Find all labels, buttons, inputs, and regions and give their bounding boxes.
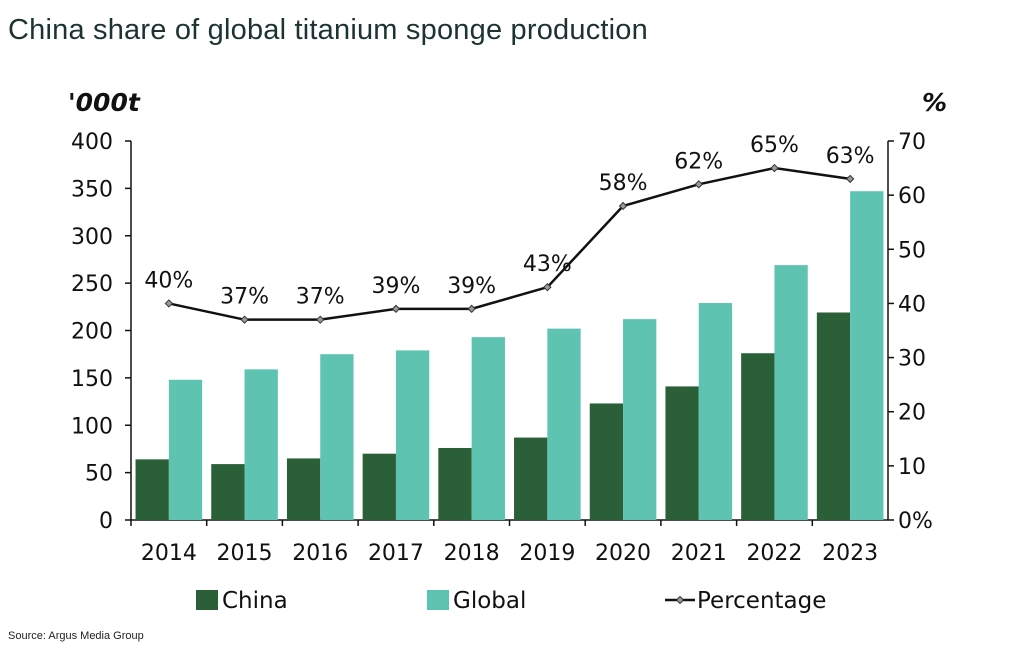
percentage-label: 43% — [523, 252, 572, 277]
percentage-point — [316, 315, 325, 324]
percentage-label: 37% — [296, 285, 345, 310]
bar-china-2015 — [211, 464, 245, 520]
left-tick-label: 250 — [71, 272, 113, 297]
x-tick-label: 2020 — [595, 541, 651, 566]
percentage-point — [240, 315, 249, 324]
bar-global-2018 — [471, 337, 505, 520]
left-axis-label: '000t — [68, 88, 141, 117]
bar-china-2019 — [514, 437, 548, 520]
percentage-label: 39% — [447, 274, 496, 299]
left-tick-label: 0 — [99, 509, 113, 534]
right-tick-label: 60 — [898, 184, 926, 209]
bar-china-2022 — [741, 353, 775, 520]
x-tick-label: 2022 — [746, 541, 802, 566]
percentage-point — [694, 180, 703, 189]
bar-global-2021 — [698, 303, 733, 520]
right-tick-label: 0% — [898, 509, 933, 534]
percentage-label: 40% — [144, 268, 193, 293]
right-tick-label: 10 — [898, 455, 926, 480]
x-tick-label: 2014 — [141, 541, 197, 566]
legend-label-china: China — [222, 588, 288, 614]
percentage-line — [168, 166, 851, 321]
bar-global-2022 — [774, 265, 808, 520]
percentage-label: 58% — [599, 171, 648, 196]
right-tick-label: 70 — [898, 130, 926, 155]
bar-global-2019 — [547, 328, 581, 520]
x-tick-label: 2023 — [822, 541, 878, 566]
x-tick-label: 2019 — [519, 541, 575, 566]
bar-global-2020 — [623, 319, 657, 520]
left-tick-label: 300 — [71, 225, 113, 250]
bar-global-2016 — [320, 354, 354, 520]
percentage-point — [618, 201, 628, 211]
chart-title: China share of global titanium sponge pr… — [8, 14, 648, 46]
percentage-label: 63% — [826, 144, 875, 169]
percentage-label: 62% — [674, 149, 723, 174]
bar-global-2014 — [168, 379, 203, 520]
bar-global-2015 — [244, 369, 278, 520]
percentage-point — [770, 163, 779, 173]
bar-china-2017 — [362, 453, 396, 520]
left-tick-label: 100 — [71, 414, 113, 439]
right-axis-label: % — [922, 88, 947, 117]
bar-china-2020 — [589, 403, 624, 520]
source-note: Source: Argus Media Group — [8, 630, 144, 642]
x-tick-label: 2018 — [444, 541, 500, 566]
legend-swatch-global — [427, 590, 449, 610]
right-tick-label: 40 — [898, 292, 926, 317]
left-tick-label: 200 — [71, 320, 113, 345]
x-tick-label: 2016 — [292, 541, 348, 566]
left-tick-label: 400 — [71, 130, 113, 155]
percentage-point — [391, 304, 401, 314]
left-tick-label: 50 — [85, 462, 113, 487]
percentage-point — [467, 304, 476, 314]
bar-china-2018 — [438, 447, 472, 520]
bar-global-2017 — [395, 350, 430, 520]
right-tick-label: 50 — [898, 238, 926, 263]
x-tick-label: 2015 — [217, 541, 273, 566]
percentage-point — [845, 174, 855, 184]
legend-swatch-china — [196, 590, 218, 610]
right-tick-label: 30 — [898, 347, 926, 372]
left-tick-label: 350 — [71, 177, 113, 202]
bar-china-2023 — [816, 312, 851, 520]
bar-global-2023 — [850, 191, 884, 520]
percentage-label: 37% — [220, 285, 269, 310]
x-tick-label: 2017 — [368, 541, 424, 566]
percentage-label: 39% — [371, 274, 420, 299]
left-tick-label: 150 — [71, 367, 113, 392]
bar-china-2016 — [286, 458, 321, 520]
bar-china-2014 — [135, 459, 169, 520]
x-tick-label: 2021 — [671, 541, 727, 566]
legend-label-percentage: Percentage — [697, 588, 826, 614]
percentage-point — [164, 299, 174, 308]
legend-label-global: Global — [453, 588, 526, 614]
percentage-label: 65% — [750, 133, 799, 158]
legend-marker-percentage — [675, 595, 685, 605]
right-tick-label: 20 — [898, 401, 926, 426]
percentage-point — [543, 282, 552, 292]
bar-china-2021 — [665, 386, 699, 520]
